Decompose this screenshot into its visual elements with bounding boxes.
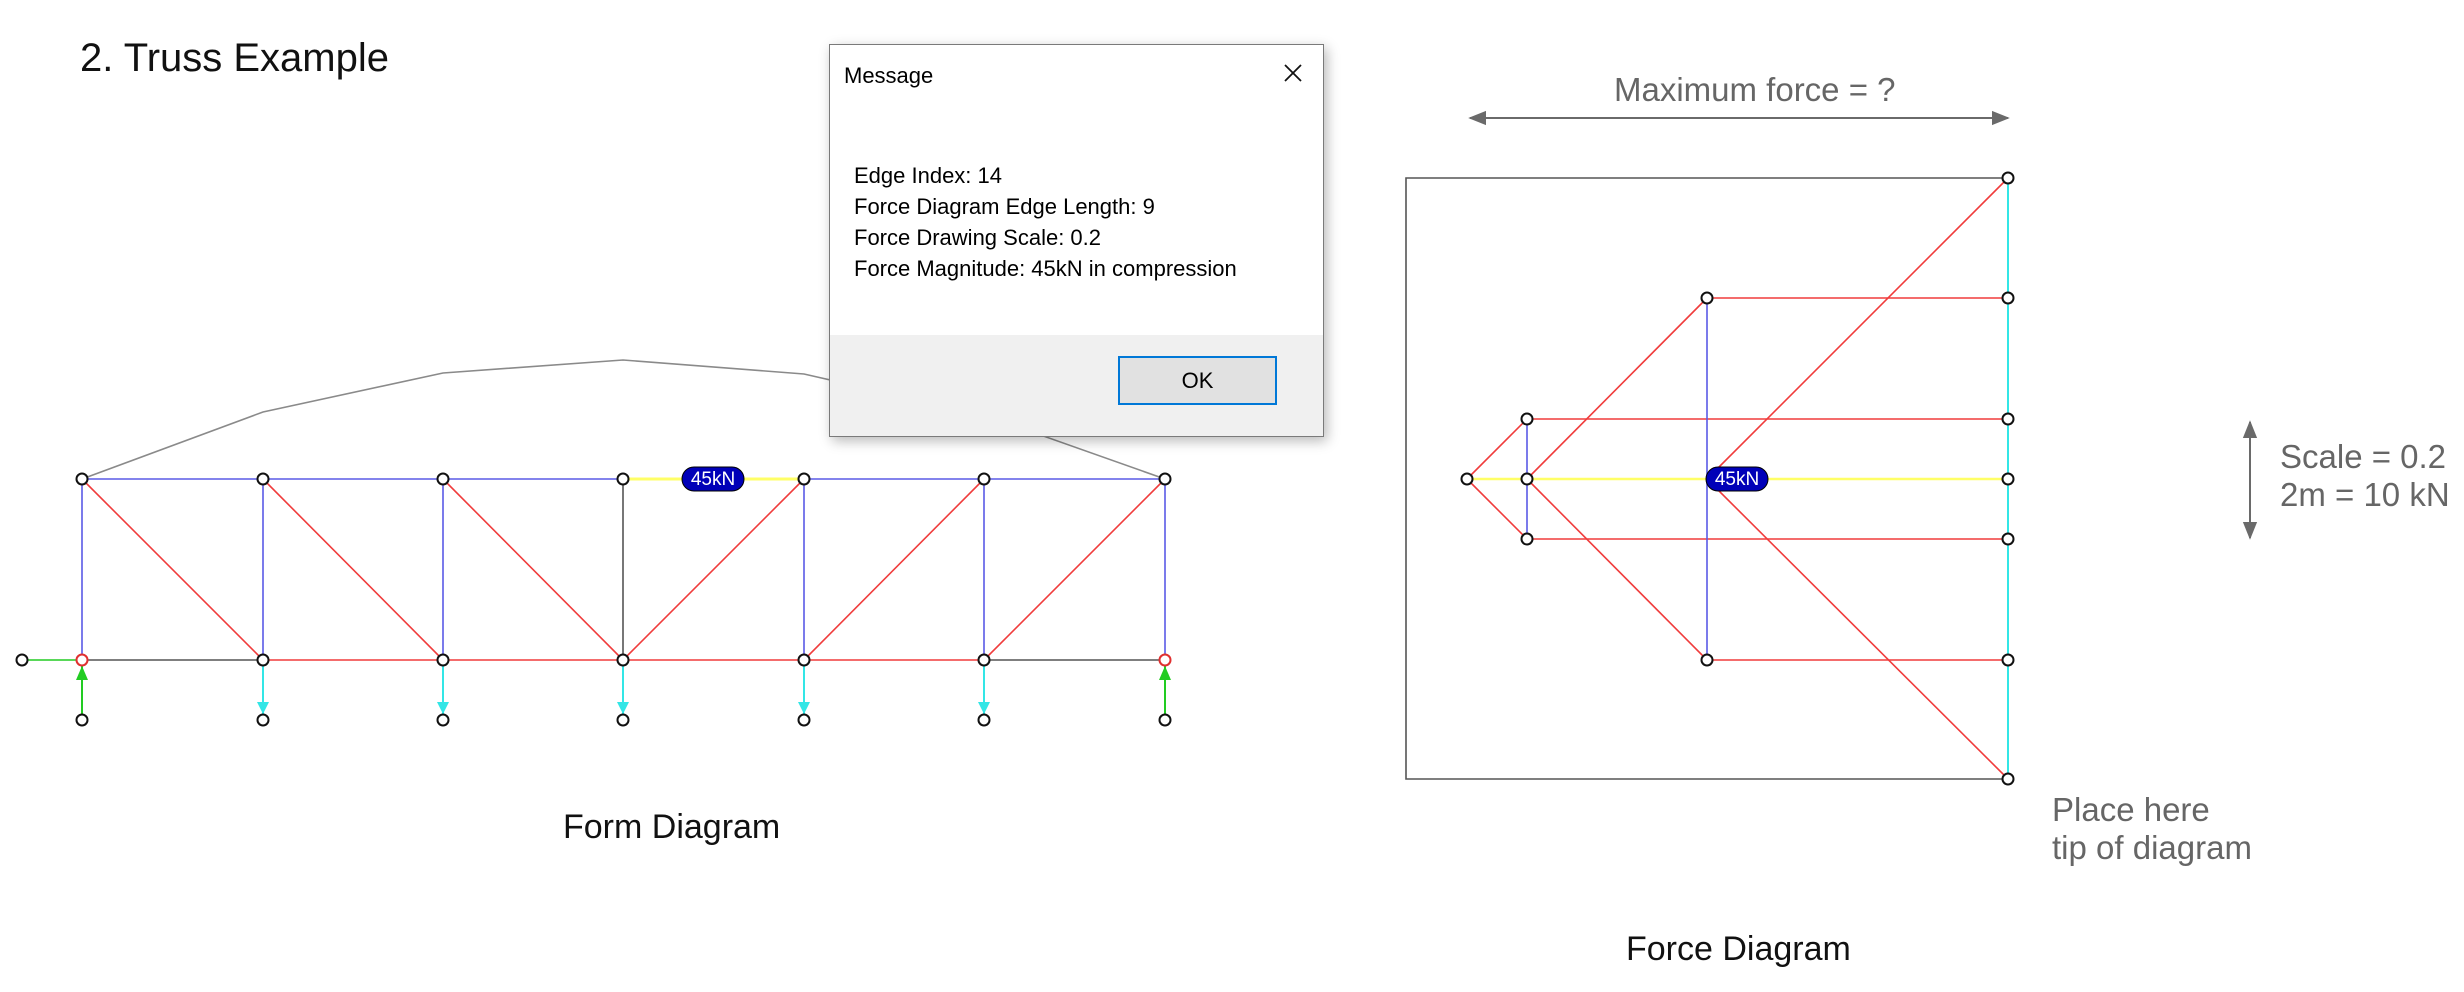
node xyxy=(1520,412,1534,426)
node xyxy=(977,653,991,667)
node xyxy=(1520,532,1534,546)
dialog-message: Edge Index: 14 Force Diagram Edge Length… xyxy=(854,160,1237,284)
node xyxy=(15,653,29,667)
node xyxy=(75,472,89,486)
dialog-footer: OK xyxy=(830,335,1323,436)
force-edge xyxy=(1466,478,1528,540)
diagonal-edge xyxy=(803,478,985,661)
node xyxy=(977,472,991,486)
page-title: 2. Truss Example xyxy=(80,36,390,80)
node xyxy=(256,472,270,486)
force-edge xyxy=(1526,297,1708,480)
tip-hint-line: tip of diagram xyxy=(2052,829,2252,866)
ok-button[interactable]: OK xyxy=(1118,356,1277,405)
force-edge xyxy=(1526,478,1708,661)
dialog-line: Edge Index: 14 xyxy=(854,163,1003,188)
tip-hint: Place here tip of diagram xyxy=(2052,791,2252,867)
force-diagram-caption: Force Diagram xyxy=(1626,930,1851,968)
load-arrows xyxy=(257,660,990,720)
force-edge xyxy=(1706,177,2009,480)
node xyxy=(797,713,811,727)
form-force-badge-text: 45kN xyxy=(691,469,735,490)
tip-hint-line: Place here xyxy=(2052,791,2210,828)
node xyxy=(2001,412,2015,426)
force-edge xyxy=(1466,418,1528,480)
node xyxy=(1460,472,1474,486)
node xyxy=(75,713,89,727)
support-node xyxy=(1158,653,1172,667)
node xyxy=(1700,291,1714,305)
message-dialog: Message Edge Index: 14 Force Diagram Edg… xyxy=(829,44,1324,437)
force-edge xyxy=(1706,478,2009,780)
node xyxy=(436,653,450,667)
force-force-badge-text: 45kN xyxy=(1715,469,1759,490)
support-node xyxy=(75,653,89,667)
node xyxy=(797,472,811,486)
node xyxy=(977,713,991,727)
node xyxy=(1158,713,1172,727)
diagonal-edge xyxy=(983,478,1166,661)
node xyxy=(616,653,630,667)
dialog-line: Force Magnitude: 45kN in compression xyxy=(854,256,1237,281)
close-icon[interactable] xyxy=(1277,57,1309,89)
dialog-line: Force Diagram Edge Length: 9 xyxy=(854,194,1155,219)
form-diagram: 45kN xyxy=(15,359,1172,727)
node xyxy=(2001,532,2015,546)
form-diagram-caption: Form Diagram xyxy=(563,808,781,846)
diagonal-edge xyxy=(81,478,264,661)
node xyxy=(1158,472,1172,486)
scale-note: Scale = 0.2 2m = 10 kN xyxy=(2280,438,2450,514)
node xyxy=(1700,653,1714,667)
node xyxy=(256,653,270,667)
reaction-arrows xyxy=(76,664,1171,720)
node xyxy=(2001,472,2015,486)
force-diagram: 45kN xyxy=(1405,110,2258,786)
scale-line: Scale = 0.2 xyxy=(2280,438,2447,475)
node xyxy=(2001,291,2015,305)
node xyxy=(2001,653,2015,667)
node xyxy=(797,653,811,667)
node xyxy=(436,472,450,486)
node xyxy=(616,713,630,727)
node xyxy=(256,713,270,727)
diagonal-edge xyxy=(262,478,444,661)
dialog-title: Message xyxy=(844,63,934,88)
scale-line: 2m = 10 kN xyxy=(2280,476,2450,513)
node xyxy=(2001,171,2015,185)
node xyxy=(2001,772,2015,786)
node xyxy=(436,713,450,727)
force-frame xyxy=(1405,177,2008,780)
force-nodes xyxy=(1460,171,2015,786)
node xyxy=(1520,472,1534,486)
max-force-label: Maximum force = ? xyxy=(1614,71,1896,108)
form-force-badge: 45kN xyxy=(681,466,745,492)
dialog-line: Force Drawing Scale: 0.2 xyxy=(854,225,1101,250)
diagonal-edge xyxy=(622,478,805,661)
node xyxy=(616,472,630,486)
force-force-badge: 45kN xyxy=(1705,466,1769,492)
form-nodes xyxy=(15,472,1172,727)
diagonal-edge xyxy=(442,478,624,661)
